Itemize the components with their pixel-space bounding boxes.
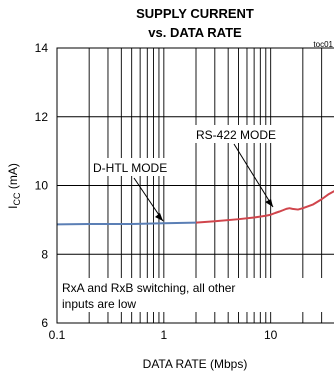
- rs422-mode-label: RS-422 MODE: [196, 128, 276, 142]
- rs422-arrow: [233, 143, 274, 208]
- note-line2: inputs are low: [62, 297, 136, 311]
- chart-title-line2: vs. DATA RATE: [148, 25, 242, 40]
- note-line1: RxA and RxB switching, all other: [62, 281, 235, 295]
- y-axis-label-sub: CC: [12, 192, 22, 205]
- y-tick-label: 14: [35, 41, 49, 55]
- annotations: D-HTL MODE RS-422 MODE RxA and RxB switc…: [58, 125, 328, 312]
- tick-labels: 0.1 1 10 6 8 10 12 14: [35, 41, 278, 342]
- x-tick-label: 0.1: [49, 328, 66, 342]
- y-tick-label: 6: [41, 316, 48, 330]
- note-bg: [58, 278, 328, 312]
- grid-lines: [57, 48, 334, 323]
- rs422-arrowhead: [265, 199, 273, 207]
- figure-id: toc01: [313, 40, 333, 49]
- y-tick-label: 10: [35, 179, 49, 193]
- dhtl-mode-label: D-HTL MODE: [93, 161, 167, 175]
- x-tick-label: 1: [160, 328, 167, 342]
- dhtl-label-bg: [90, 158, 174, 176]
- y-axis-label: ICC (mA): [6, 163, 22, 209]
- y-tick-label: 12: [35, 110, 49, 124]
- y-axis-label-main: I: [6, 205, 20, 208]
- x-axis-label: DATA RATE (Mbps): [143, 357, 248, 371]
- series-line-0: [56, 221, 197, 226]
- y-tick-label: 8: [41, 247, 48, 261]
- series-layer: [56, 190, 334, 226]
- rs422-label-bg: [194, 125, 278, 143]
- dhtl-arrowhead: [155, 213, 163, 221]
- dhtl-arrow: [133, 177, 164, 222]
- x-tick-label: 10: [264, 328, 278, 342]
- y-axis-label-unit: (mA): [6, 163, 20, 192]
- chart-title-line1: SUPPLY CURRENT: [136, 6, 254, 21]
- series-line-1: [195, 190, 334, 224]
- plot-frame: [56, 47, 334, 324]
